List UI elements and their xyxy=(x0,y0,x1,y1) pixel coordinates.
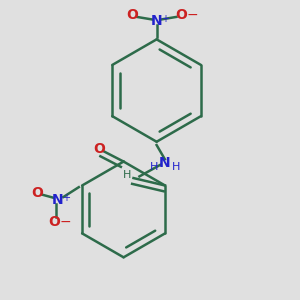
Text: O: O xyxy=(32,186,44,200)
Text: N: N xyxy=(52,194,63,207)
Text: O: O xyxy=(126,8,138,22)
Text: N: N xyxy=(151,14,162,28)
Text: H: H xyxy=(150,161,158,172)
Text: H: H xyxy=(123,170,131,180)
Text: O: O xyxy=(176,8,187,22)
Text: O: O xyxy=(93,142,105,156)
Text: −: − xyxy=(59,215,71,229)
Text: −: − xyxy=(186,8,198,22)
Text: +: + xyxy=(161,14,169,24)
Text: H: H xyxy=(172,161,181,172)
Text: O: O xyxy=(48,215,60,229)
Text: +: + xyxy=(61,193,70,203)
Text: N: N xyxy=(159,156,171,170)
